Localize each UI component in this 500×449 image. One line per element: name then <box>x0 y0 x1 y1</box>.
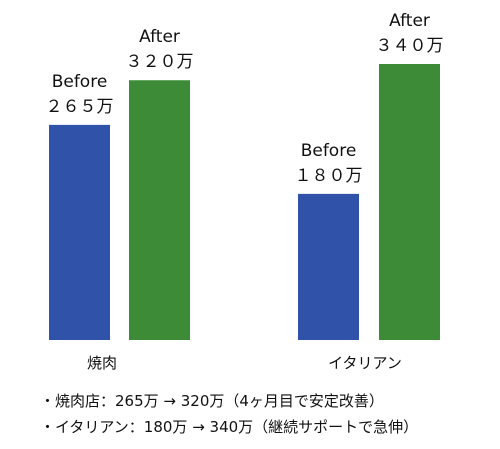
series-label-italian-after: After <box>389 11 430 31</box>
value-label-italian-before: １８０万 <box>295 166 363 186</box>
notes: ・焼肉店：265万 → 320万（4ヶ月目で安定改善） ・イタリアン：180万 … <box>40 388 418 440</box>
value-label-yakiniku-after: ３２０万 <box>126 52 194 72</box>
bar-chart: Before ２６５万 Before １８０万 After ３２０万 After ３４０万焼肉… <box>46 11 444 372</box>
note-yakiniku: ・焼肉店：265万 → 320万（4ヶ月目で安定改善） <box>40 392 384 410</box>
value-label-yakiniku-before: ２６５万 <box>46 97 114 117</box>
bar-yakiniku-after <box>129 80 190 340</box>
bar-yakiniku-before <box>49 124 110 340</box>
category-label-yakiniku: 焼肉 <box>87 354 117 372</box>
series-label-yakiniku-after: After <box>139 27 180 47</box>
note-italian: ・イタリアン：180万 → 340万（継続サポートで急伸） <box>40 418 419 436</box>
series-label-italian-before: Before <box>301 141 357 161</box>
bar-italian-before <box>298 193 359 340</box>
bar-italian-after <box>379 64 440 340</box>
value-label-italian-after: ３４０万 <box>376 36 444 56</box>
series-label-yakiniku-before: Before <box>52 72 108 92</box>
category-label-italian: イタリアン <box>328 354 402 372</box>
